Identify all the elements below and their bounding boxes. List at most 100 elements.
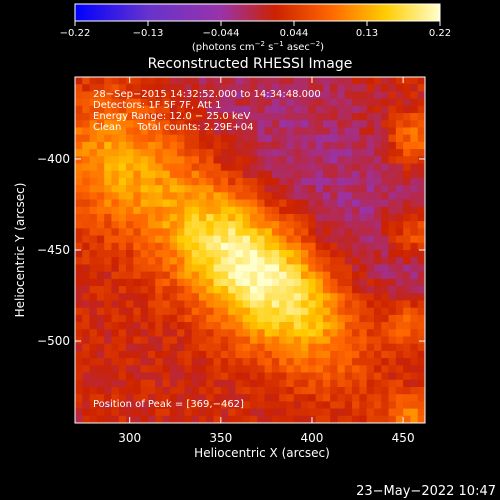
- heatmap-cell: [388, 199, 397, 208]
- heatmap-cell: [228, 350, 236, 359]
- heatmap-cell: [147, 105, 156, 114]
- heatmap-cell: [162, 163, 171, 172]
- heatmap-cell: [147, 228, 156, 236]
- heatmap-cell: [308, 365, 316, 373]
- heatmap-cell: [301, 394, 309, 402]
- heatmap-cell: [344, 271, 353, 280]
- heatmap-cell: [169, 314, 178, 323]
- heatmap-cell: [373, 386, 382, 395]
- heatmap-cell: [322, 192, 331, 200]
- heatmap-cell: [162, 415, 171, 423]
- heatmap-cell: [388, 221, 397, 229]
- heatmap-cell: [82, 300, 90, 308]
- heatmap-cell: [279, 91, 287, 99]
- heatmap-cell: [381, 386, 389, 395]
- heatmap-cell: [315, 113, 324, 121]
- heatmap-cell: [279, 264, 287, 272]
- heatmap-cell: [235, 77, 244, 85]
- heatmap-cell: [235, 372, 244, 381]
- heatmap-cell: [242, 98, 251, 107]
- heatmap-cell: [75, 322, 83, 330]
- heatmap-cell: [104, 170, 112, 179]
- heatmap-cell: [133, 113, 141, 121]
- heatmap-cell: [301, 379, 309, 388]
- heatmap-cell: [235, 257, 244, 265]
- heatmap-cell: [242, 415, 251, 423]
- heatmap-cell: [169, 329, 178, 337]
- heatmap-cell: [213, 257, 222, 265]
- heatmap-cell: [366, 350, 375, 359]
- heatmap-cell: [315, 250, 324, 258]
- heatmap-cell: [308, 408, 316, 417]
- heatmap-cell: [417, 170, 425, 179]
- heatmap-cell: [228, 77, 236, 85]
- heatmap-cell: [191, 401, 200, 409]
- heatmap-cell: [344, 98, 353, 107]
- heatmap-cell: [111, 322, 120, 330]
- heatmap-cell: [337, 401, 346, 409]
- heatmap-cell: [118, 242, 127, 251]
- heatmap-cell: [89, 271, 98, 280]
- heatmap-cell: [271, 250, 280, 258]
- heatmap-cell: [184, 228, 192, 236]
- heatmap-cell: [381, 156, 389, 164]
- heatmap-cell: [250, 221, 258, 229]
- heatmap-cell: [198, 278, 207, 287]
- heatmap-cell: [286, 314, 295, 323]
- heatmap-cell: [388, 300, 397, 308]
- heatmap-cell: [220, 350, 229, 359]
- heatmap-cell: [169, 185, 178, 193]
- heatmap-cell: [75, 84, 83, 92]
- heatmap-cell: [373, 365, 382, 373]
- heatmap-cell: [373, 77, 382, 85]
- heatmap-cell: [118, 365, 127, 373]
- heatmap-cell: [352, 358, 360, 366]
- heatmap-cell: [271, 192, 280, 200]
- heatmap-cell: [359, 394, 367, 402]
- heatmap-cell: [191, 415, 200, 423]
- heatmap-cell: [344, 163, 353, 172]
- heatmap-cell: [293, 206, 302, 215]
- heatmap-cell: [271, 322, 280, 330]
- heatmap-cell: [213, 98, 222, 107]
- heatmap-cell: [133, 314, 141, 323]
- heatmap-cell: [118, 134, 127, 143]
- heatmap-cell: [286, 250, 295, 258]
- heatmap-cell: [162, 127, 171, 135]
- heatmap-cell: [155, 271, 163, 280]
- heatmap-cell: [359, 372, 367, 381]
- heatmap-cell: [155, 322, 163, 330]
- heatmap-cell: [352, 163, 360, 172]
- heatmap-cell: [417, 213, 425, 222]
- heatmap-cell: [352, 379, 360, 388]
- heatmap-cell: [118, 163, 127, 172]
- heatmap-cell: [228, 286, 236, 294]
- heatmap-cell: [162, 141, 171, 150]
- heatmap-cell: [337, 141, 346, 150]
- heatmap-cell: [155, 358, 163, 366]
- heatmap-cell: [147, 415, 156, 423]
- heatmap-cell: [198, 336, 207, 345]
- heatmap-cell: [373, 221, 382, 229]
- heatmap-cell: [177, 170, 185, 179]
- heatmap-cell: [410, 77, 419, 85]
- heatmap-cell: [359, 98, 367, 107]
- heatmap-cell: [126, 271, 134, 280]
- heatmap-cell: [206, 415, 214, 423]
- heatmap-cell: [111, 91, 120, 99]
- heatmap-cell: [126, 235, 134, 244]
- heatmap-cell: [250, 408, 258, 417]
- heatmap-cell: [220, 185, 229, 193]
- heatmap-cell: [279, 307, 287, 316]
- heatmap-cell: [286, 386, 295, 395]
- heatmap-cell: [315, 322, 324, 330]
- heatmap-cell: [133, 105, 141, 114]
- heatmap-cell: [250, 149, 258, 157]
- heatmap-cell: [264, 91, 273, 99]
- heatmap-cell: [395, 271, 404, 280]
- heatmap-cell: [403, 372, 411, 381]
- heatmap-cell: [198, 127, 207, 135]
- heatmap-cell: [395, 170, 404, 179]
- heatmap-cell: [301, 365, 309, 373]
